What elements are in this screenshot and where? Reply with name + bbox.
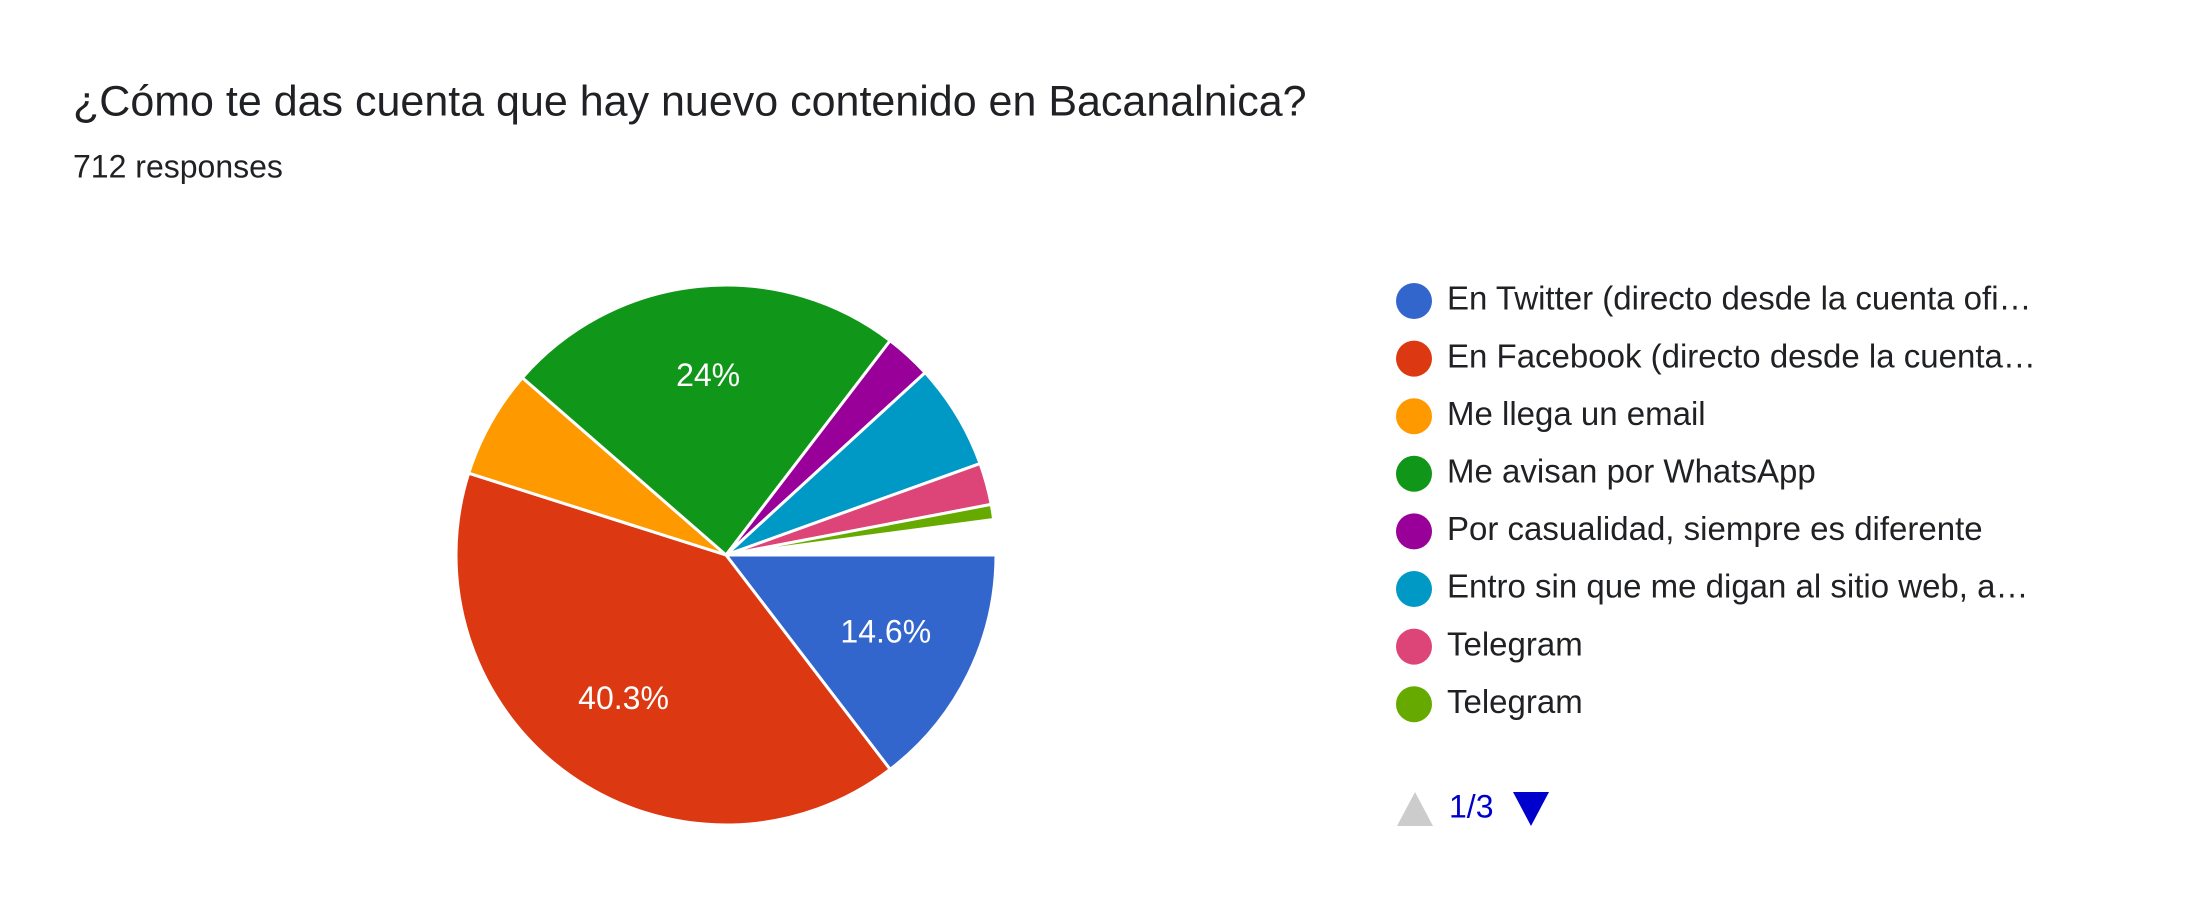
legend-label: En Facebook (directo desde la cuenta… <box>1447 337 2036 374</box>
page-indicator: 1/3 <box>1449 788 1493 824</box>
legend-swatch <box>1396 571 1432 607</box>
next-page[interactable] <box>1513 792 1549 826</box>
legend-swatch <box>1396 628 1432 665</box>
legend-label: Por casualidad, siempre es diferente <box>1447 510 1983 547</box>
legend-label: En Twitter (directo desde la cuenta ofi… <box>1447 280 2032 317</box>
legend-swatch <box>1396 686 1432 723</box>
pie-slice <box>454 471 893 827</box>
legend-label: Me avisan por WhatsApp <box>1447 453 1816 490</box>
legend-swatch <box>1396 455 1432 492</box>
slice-label: 24% <box>676 357 740 393</box>
chart-subtitle: 712 responses <box>73 148 283 184</box>
legend-label: Telegram <box>1447 683 1583 720</box>
slice-label: 14.6% <box>840 613 931 649</box>
legend-label: Me llega un email <box>1447 395 1706 432</box>
slice-label: 40.3% <box>578 680 669 716</box>
pie-slice <box>466 375 727 557</box>
legend-swatch <box>1396 283 1432 319</box>
pie-slice <box>722 553 998 772</box>
legend-swatch <box>1396 398 1432 435</box>
legend-swatch <box>1396 340 1432 377</box>
pie-slice <box>725 502 996 557</box>
prev-page[interactable] <box>1397 792 1433 826</box>
legend-label: Entro sin que me digan al sitio web, a… <box>1447 568 2028 605</box>
legend-swatch <box>1396 513 1432 550</box>
legend-label: Telegram <box>1447 625 1583 662</box>
pie-slice <box>520 283 893 558</box>
chart-title: ¿Cómo te das cuenta que hay nuevo conten… <box>73 77 1307 125</box>
